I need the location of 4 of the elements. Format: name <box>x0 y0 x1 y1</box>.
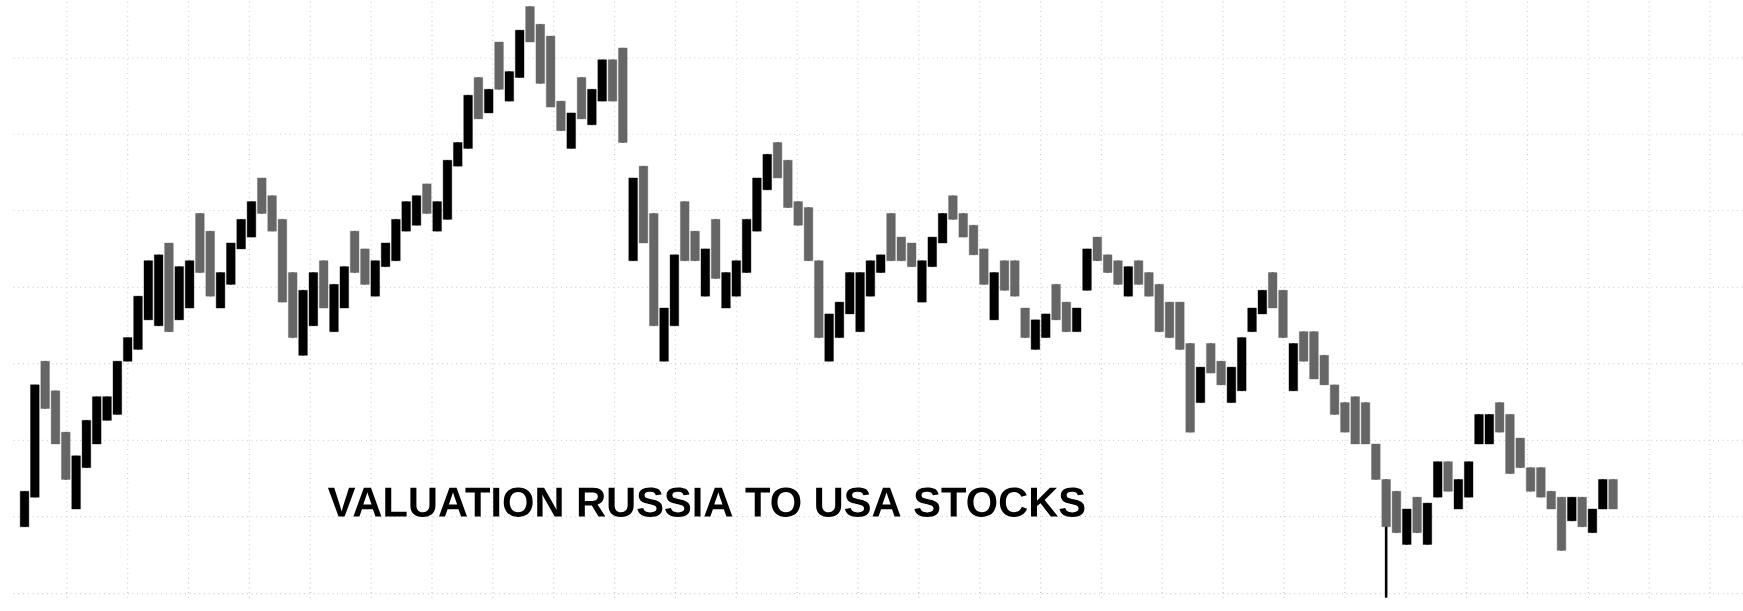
candlestick <box>1072 306 1082 333</box>
candlestick <box>1567 495 1577 522</box>
candlestick <box>484 87 494 115</box>
text: VALUATION RUSSIA TO USA STOCKS <box>327 487 1085 517</box>
